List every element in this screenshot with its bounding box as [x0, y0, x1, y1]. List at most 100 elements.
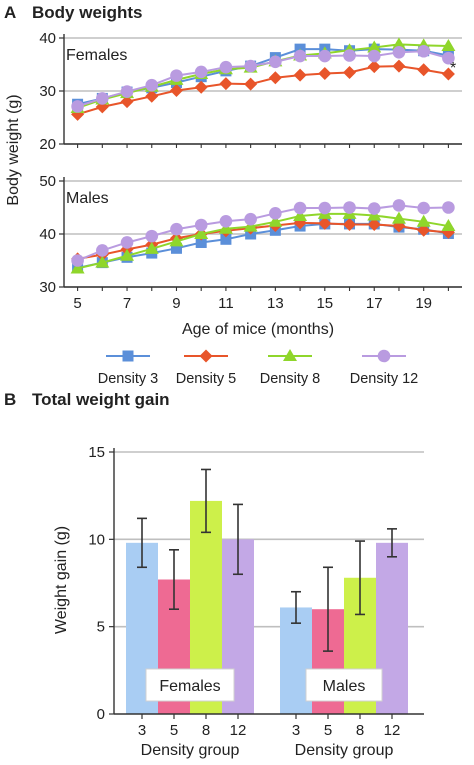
- legend-item-density-12: Density 12: [350, 349, 419, 387]
- females-line-density-12: [77, 50, 449, 108]
- legend-marker: [122, 350, 134, 362]
- females-point-density-12: [120, 85, 134, 98]
- group-label-box: [145, 668, 235, 702]
- males-point-density-8: [293, 208, 308, 221]
- males-y-tick-label: 40: [39, 226, 56, 243]
- bar-x-tick-label: 3: [138, 722, 146, 739]
- weight-gain-bar-chart: 3 5 8 12 Females Density group 3 5 8 12 Males Densi…: [88, 444, 424, 759]
- bar-x-tick-label: 3: [292, 722, 300, 739]
- males-point-density-12: [170, 222, 183, 236]
- males-point-density-12: [417, 201, 430, 215]
- males-point-density-8: [95, 255, 110, 268]
- error-bar: [355, 540, 365, 616]
- legend-marker: [377, 349, 391, 363]
- females-point-density-12: [293, 49, 307, 63]
- males-x-tick-label: 5: [73, 295, 81, 312]
- males-point-density-12: [293, 201, 307, 215]
- females-point-density-5: [194, 80, 208, 94]
- males-point-density-12: [442, 201, 455, 214]
- panel-b-letter: B: [4, 390, 16, 409]
- males-x-tick-label: 19: [415, 295, 432, 312]
- males-point-density-8: [218, 221, 233, 234]
- females-point-density-5: [417, 63, 431, 77]
- males-point-density-12: [244, 212, 257, 226]
- males-line-density-8: [77, 212, 449, 270]
- females-point-density-5: [392, 59, 406, 73]
- legend-item-density-5: Density 5: [176, 349, 236, 387]
- error-bar: [137, 517, 147, 569]
- females-point-density-12: [417, 44, 430, 58]
- males-point-density-8: [194, 227, 209, 239]
- females-point-density-5: [169, 83, 183, 97]
- males-x-tick-label: 9: [172, 295, 180, 312]
- males-x-tick-label: 15: [316, 295, 333, 312]
- bar-y-tick-label: 5: [97, 619, 105, 636]
- bar-group-males: 3 5 8 12 Males Density group: [280, 528, 408, 759]
- bar-x-tick-label: 8: [202, 722, 210, 739]
- males-line-density-12: [77, 204, 449, 262]
- group-label-males: Males: [323, 678, 366, 695]
- error-bar: [169, 549, 179, 611]
- males-point-density-12: [343, 201, 356, 214]
- males-point-density-12: [219, 214, 233, 228]
- panel-a-ylabel: Body weight (g): [5, 94, 22, 205]
- males-point-density-8: [120, 248, 135, 261]
- females-point-density-5: [219, 77, 233, 91]
- females-point-density-5: [343, 65, 357, 79]
- females-point-density-5: [268, 71, 282, 85]
- females-series-density-5: [71, 59, 455, 121]
- legend-label: Density 8: [260, 371, 320, 387]
- males-point-density-12: [71, 254, 84, 267]
- error-bar: [387, 528, 397, 558]
- males-point-density-12: [269, 207, 282, 220]
- females-point-density-12: [367, 49, 381, 63]
- females-y-tick-label: 40: [39, 30, 56, 47]
- females-point-density-12: [145, 78, 159, 92]
- males-point-density-5: [367, 217, 381, 231]
- males-line-density-5: [77, 221, 449, 260]
- bar-xlabel-females: Density group: [141, 742, 240, 759]
- females-point-density-5: [244, 77, 258, 91]
- females-point-density-8: [367, 40, 382, 53]
- females-line-plot: Females 20 30 40: [39, 30, 462, 153]
- bar-y-tick-label: 0: [97, 706, 105, 723]
- bar-x-tick-label: 5: [324, 722, 332, 739]
- females-point-density-12: [244, 59, 257, 73]
- group-label-females: Females: [159, 678, 220, 695]
- females-point-density-12: [343, 49, 356, 62]
- males-point-density-5: [343, 217, 357, 231]
- males-point-density-12: [194, 218, 208, 232]
- bar-y-tick-label: 10: [88, 531, 105, 548]
- legend-marker: [199, 349, 213, 363]
- males-point-density-12: [318, 201, 332, 215]
- panel-b-ylabel: Weight gain (g): [53, 526, 70, 634]
- females-point-density-8: [441, 38, 456, 51]
- females-point-density-12: [194, 65, 208, 79]
- error-bar: [323, 566, 333, 652]
- legend-label: Density 5: [176, 371, 236, 387]
- significance-asterisk: *: [450, 60, 456, 77]
- males-subplot-label: Males: [66, 190, 109, 207]
- males-series-density-12: [71, 199, 455, 267]
- legend-item-density-8: Density 8: [260, 349, 320, 387]
- females-point-density-5: [145, 89, 159, 103]
- females-line-density-3: [77, 48, 449, 106]
- females-y-tick-label: 20: [39, 136, 56, 153]
- legend-item-density-3: Density 3: [98, 350, 158, 387]
- males-point-density-8: [441, 219, 456, 232]
- error-bar: [291, 590, 301, 624]
- males-point-density-12: [96, 244, 109, 257]
- females-point-density-8: [391, 37, 406, 50]
- legend-label: Density 12: [350, 371, 419, 387]
- panel-b-title: Total weight gain: [32, 390, 170, 409]
- males-point-density-8: [243, 219, 258, 232]
- legend-label: Density 3: [98, 371, 158, 387]
- males-point-density-8: [391, 211, 406, 224]
- females-series-density-12: [71, 44, 455, 113]
- females-point-density-12: [318, 49, 332, 63]
- males-series-density-8: [70, 206, 456, 274]
- females-point-density-12: [392, 46, 406, 59]
- males-point-density-8: [268, 214, 283, 227]
- females-point-density-12: [269, 55, 282, 69]
